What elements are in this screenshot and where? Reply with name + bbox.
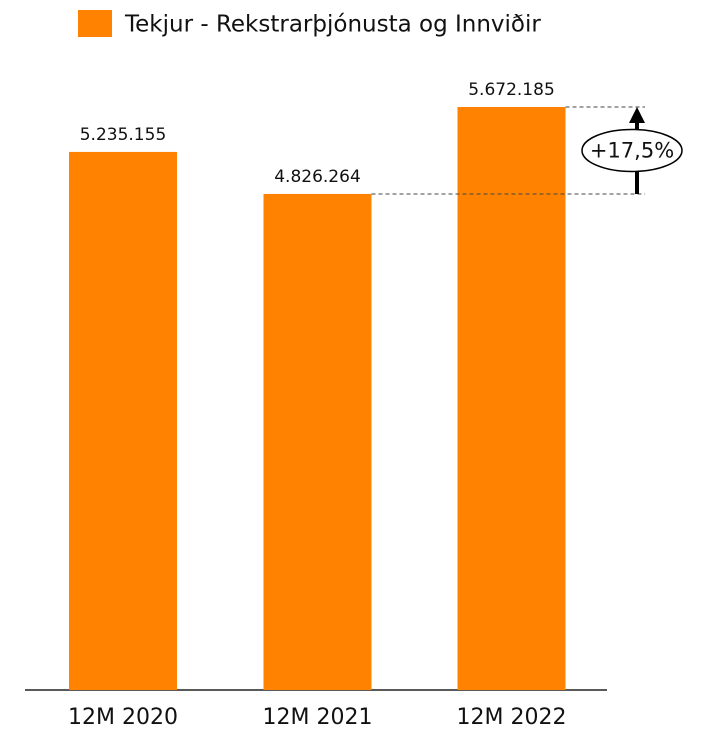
bar: [263, 193, 372, 690]
bar: [457, 107, 566, 690]
arrow-head: [629, 107, 645, 123]
value-label: 5.235.155: [80, 125, 167, 145]
legend-label: Tekjur - Rekstrarþjónusta og Innviðir: [124, 12, 541, 38]
annotation: +17,5%: [590, 138, 674, 162]
bar: [69, 151, 177, 690]
x-tick-label: 12M 2021: [263, 705, 373, 729]
annotation-bubble: [581, 128, 683, 173]
legend-swatch: [78, 10, 112, 37]
value-label: 4.826.264: [274, 167, 361, 187]
x-tick-label: 12M 2022: [457, 705, 567, 729]
x-tick-label: 12M 2020: [68, 705, 178, 729]
value-label: 5.672.185: [468, 80, 555, 100]
